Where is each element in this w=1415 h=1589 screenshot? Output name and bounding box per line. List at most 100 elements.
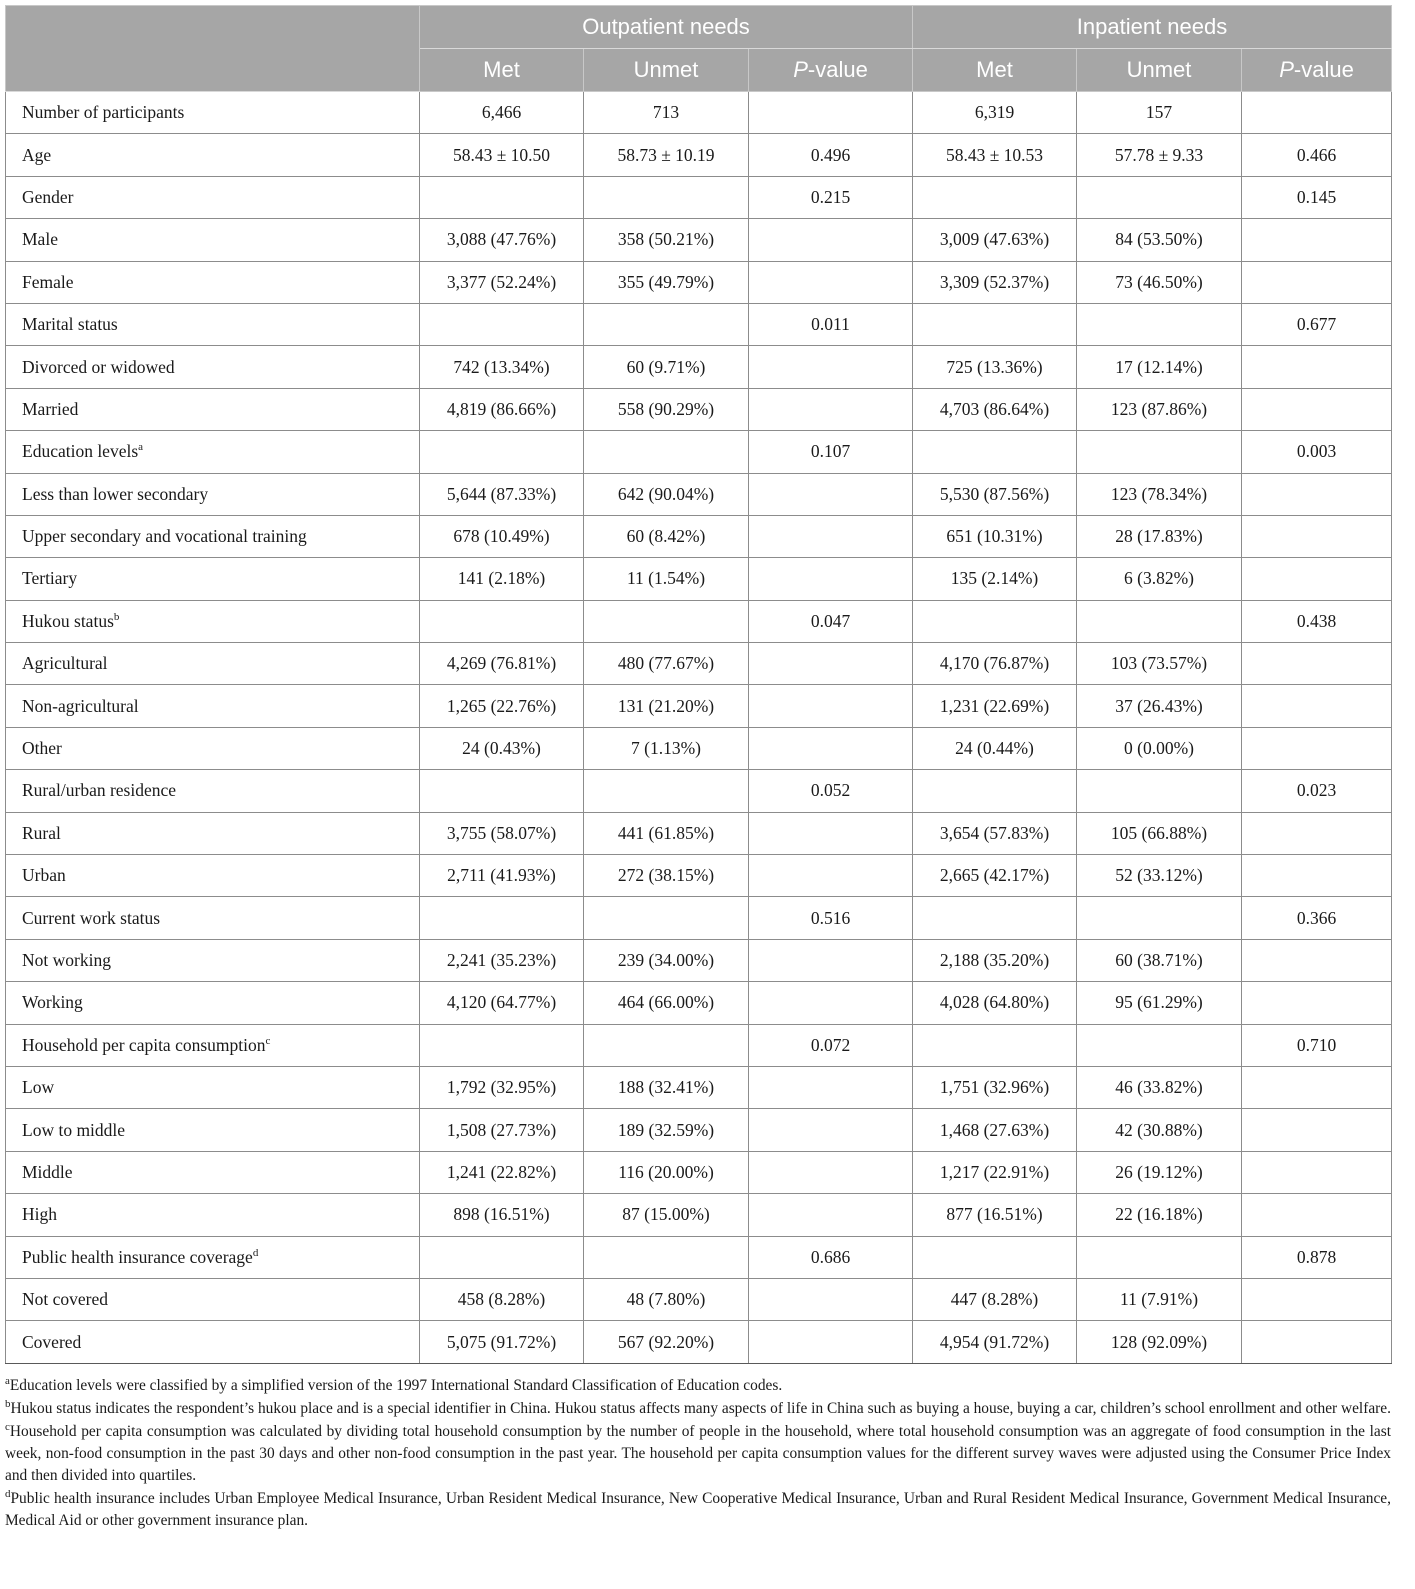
footnote-d: dPublic health insurance includes Urban … bbox=[5, 1488, 1391, 1532]
row-label: Urban bbox=[5, 854, 420, 898]
cell-outpatient-unmet bbox=[583, 769, 749, 813]
row-label-text: Middle bbox=[22, 1161, 73, 1182]
cell-inpatient-p-value bbox=[1241, 218, 1393, 262]
cell-outpatient-p-value bbox=[747, 90, 914, 135]
cell-outpatient-met bbox=[419, 175, 584, 220]
row-label: Rural/urban residence bbox=[5, 769, 420, 813]
cell-inpatient-p-value bbox=[1241, 514, 1393, 559]
cell-outpatient-p-value bbox=[747, 387, 914, 432]
cell-inpatient-unmet bbox=[1076, 175, 1243, 220]
cell-inpatient-unmet: 0 (0.00%) bbox=[1076, 726, 1243, 771]
row-label-text: Non-agricultural bbox=[22, 695, 139, 716]
footnote-marker: c bbox=[265, 1034, 271, 1047]
cell-outpatient-p-value bbox=[747, 811, 914, 856]
table-row: Covered 5,075 (91.72%) 567 (92.20%) 4,954 (… bbox=[5, 1320, 1393, 1364]
cell-inpatient-met: 4,170 (76.87%) bbox=[912, 642, 1078, 686]
row-label: Household per capita consumptionc bbox=[5, 1023, 420, 1067]
row-label-text: Public health insurance coverage bbox=[22, 1246, 253, 1267]
cell-inpatient-unmet: 123 (87.86%) bbox=[1076, 387, 1243, 432]
cell-inpatient-met: 1,217 (22.91%) bbox=[912, 1150, 1078, 1195]
table-row: Not covered 458 (8.28%) 48 (7.80%) 447 (8.2… bbox=[5, 1277, 1393, 1322]
footnote-marker: a bbox=[138, 441, 144, 454]
row-label-text: Low bbox=[22, 1077, 55, 1098]
cell-outpatient-unmet: 441 (61.85%) bbox=[583, 811, 749, 856]
cell-inpatient-unmet bbox=[1076, 1023, 1243, 1067]
cell-outpatient-p-value bbox=[747, 345, 914, 389]
cell-outpatient-met: 141 (2.18%) bbox=[419, 557, 584, 601]
cell-inpatient-p-value: 0.677 bbox=[1241, 302, 1393, 347]
cell-inpatient-p-value bbox=[1241, 1108, 1393, 1152]
cell-outpatient-met: 5,075 (91.72%) bbox=[419, 1320, 584, 1364]
cell-inpatient-met: 135 (2.14%) bbox=[912, 557, 1078, 601]
cell-inpatient-p-value bbox=[1241, 1320, 1393, 1364]
cell-inpatient-met: 3,309 (52.37%) bbox=[912, 260, 1078, 304]
cell-outpatient-met: 2,711 (41.93%) bbox=[419, 854, 584, 898]
cell-outpatient-p-value: 0.072 bbox=[747, 1023, 914, 1067]
footnote-b: bHukou status indicates the respondent’s… bbox=[5, 1398, 1391, 1420]
cell-outpatient-met: 3,377 (52.24%) bbox=[419, 260, 584, 304]
row-label: Other bbox=[5, 726, 420, 771]
cell-inpatient-unmet: 11 (7.91%) bbox=[1076, 1277, 1243, 1322]
cell-inpatient-unmet: 57.78 ± 9.33 bbox=[1076, 133, 1243, 177]
cell-inpatient-p-value: 0.023 bbox=[1241, 769, 1393, 813]
footnotes: aEducation levels were classified by a s… bbox=[5, 1375, 1391, 1533]
cell-inpatient-p-value bbox=[1241, 726, 1393, 771]
row-label: Less than lower secondary bbox=[5, 472, 420, 516]
table-row: Less than lower secondary 5,644 (87.33%) 6… bbox=[5, 472, 1393, 516]
row-label-text: Number of participants bbox=[22, 102, 185, 123]
cell-outpatient-unmet: 116 (20.00%) bbox=[583, 1150, 749, 1195]
cell-inpatient-p-value bbox=[1241, 854, 1393, 898]
cell-outpatient-met: 1,792 (32.95%) bbox=[419, 1065, 584, 1110]
cell-inpatient-unmet: 84 (53.50%) bbox=[1076, 218, 1243, 262]
cell-outpatient-unmet bbox=[583, 599, 749, 644]
cell-outpatient-p-value bbox=[747, 218, 914, 262]
cell-inpatient-unmet: 60 (38.71%) bbox=[1076, 938, 1243, 983]
row-label-text: Tertiary bbox=[22, 568, 78, 589]
cell-inpatient-unmet: 103 (73.57%) bbox=[1076, 642, 1243, 686]
cell-outpatient-p-value bbox=[747, 557, 914, 601]
cell-outpatient-unmet: 355 (49.79%) bbox=[583, 260, 749, 304]
row-label-text: Male bbox=[22, 229, 58, 250]
header-outpatient-unmet: Unmet bbox=[583, 48, 749, 92]
table-row: Married 4,819 (86.66%) 558 (90.29%) 4,703 (… bbox=[5, 387, 1393, 432]
row-label-text: Rural/urban residence bbox=[22, 780, 177, 801]
row-label-text: Female bbox=[22, 271, 74, 292]
row-label-text: Not covered bbox=[22, 1289, 109, 1310]
cell-outpatient-p-value bbox=[747, 1193, 914, 1237]
cell-inpatient-p-value bbox=[1241, 642, 1393, 686]
cell-inpatient-unmet bbox=[1076, 896, 1243, 940]
cell-inpatient-met: 877 (16.51%) bbox=[912, 1193, 1078, 1237]
cell-outpatient-met: 898 (16.51%) bbox=[419, 1193, 584, 1237]
cell-inpatient-unmet: 6 (3.82%) bbox=[1076, 557, 1243, 601]
table-row: Household per capita consumptionc 0.072 0.… bbox=[5, 1023, 1393, 1067]
table-row: Tertiary 141 (2.18%) 11 (1.54%) 135 (2.14%)… bbox=[5, 557, 1393, 601]
row-label-text: Not working bbox=[22, 950, 111, 970]
table-row: Marital status 0.011 0.677 bbox=[5, 302, 1393, 347]
cell-inpatient-met: 2,665 (42.17%) bbox=[912, 854, 1078, 898]
cell-outpatient-unmet bbox=[583, 302, 749, 347]
table-row: Non-agricultural 1,265 (22.76%) 131 (21.20… bbox=[5, 684, 1393, 728]
cell-outpatient-met bbox=[419, 1023, 584, 1067]
cell-inpatient-met: 651 (10.31%) bbox=[912, 514, 1078, 559]
table-row: Upper secondary and vocational training 6… bbox=[5, 514, 1393, 559]
cell-inpatient-met: 6,319 bbox=[912, 90, 1078, 135]
cell-outpatient-met bbox=[419, 896, 584, 940]
cell-inpatient-unmet: 46 (33.82%) bbox=[1076, 1065, 1243, 1110]
cell-inpatient-met: 3,009 (47.63%) bbox=[912, 218, 1078, 262]
footnote-text: Education levels were classified by a si… bbox=[9, 1377, 783, 1394]
footnote-text: Household per capita consumption was cal… bbox=[5, 1423, 1391, 1484]
cell-inpatient-met bbox=[912, 175, 1078, 220]
row-label: Low to middle bbox=[5, 1108, 420, 1152]
cell-inpatient-p-value bbox=[1241, 557, 1393, 601]
row-label: Current work status bbox=[5, 896, 420, 940]
table-header: Outpatient needs Inpatient needs Met Unm… bbox=[5, 5, 1393, 92]
cell-inpatient-unmet: 42 (30.88%) bbox=[1076, 1108, 1243, 1152]
row-label-text: Low to middle bbox=[22, 1119, 126, 1140]
cell-inpatient-unmet: 123 (78.34%) bbox=[1076, 472, 1243, 516]
cell-outpatient-p-value: 0.047 bbox=[747, 599, 914, 644]
cell-outpatient-unmet: 567 (92.20%) bbox=[583, 1320, 749, 1364]
row-label-text: Marital status bbox=[22, 314, 118, 335]
cell-outpatient-p-value bbox=[747, 514, 914, 559]
cell-inpatient-unmet: 95 (61.29%) bbox=[1076, 981, 1243, 1025]
table-row: Age 58.43 ± 10.50 58.73 ± 10.19 0.496 58.43 … bbox=[5, 133, 1393, 177]
